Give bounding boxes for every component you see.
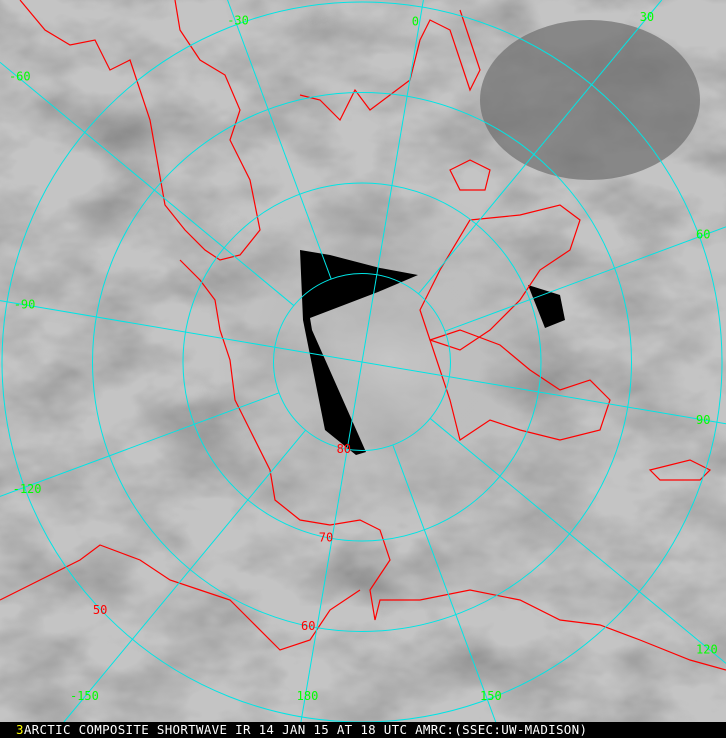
greenland-coast xyxy=(19,0,261,261)
polar-map: -30 0 30 60 90 120 150 180 -150 -120 -90 -60 80 70 60 5… xyxy=(0,0,726,722)
latitude-circle-60 xyxy=(92,92,632,632)
longitude-label: 150 xyxy=(480,689,502,703)
meridian xyxy=(300,449,348,722)
alaska-coast xyxy=(0,544,361,651)
frame-number: 3 xyxy=(16,722,24,737)
meridian xyxy=(0,300,275,348)
latitude-label: 50 xyxy=(93,603,107,617)
latitude-label: 70 xyxy=(319,531,333,545)
coastlines xyxy=(0,0,726,671)
meridian xyxy=(63,429,306,722)
meridian xyxy=(418,0,663,295)
longitude-label: 30 xyxy=(640,10,654,24)
no-data-wedges xyxy=(300,250,565,455)
meridian xyxy=(376,0,424,275)
arctic-ice xyxy=(130,110,630,610)
latitude-label: 60 xyxy=(301,619,315,633)
longitude-label: 90 xyxy=(696,413,710,427)
meridian xyxy=(392,444,497,722)
meridian xyxy=(429,418,726,664)
siberia-coast xyxy=(179,259,726,671)
longitude-label: 120 xyxy=(696,642,718,656)
no-data-wedge xyxy=(300,250,418,455)
graticule-labels: -30 0 30 60 90 120 150 180 -150 -120 -90 -60 80 70 60 5… xyxy=(9,10,718,703)
longitude-label: 180 xyxy=(297,689,319,703)
meridian xyxy=(449,376,726,425)
meridian-inner xyxy=(361,361,450,378)
meridian xyxy=(227,0,332,280)
island-coast xyxy=(648,459,712,481)
latitude-circle-70 xyxy=(182,182,542,542)
longitude-label: 60 xyxy=(696,227,710,241)
meridian-inner xyxy=(361,274,378,363)
meridian-inner xyxy=(274,346,363,363)
longitude-label: -150 xyxy=(70,689,99,703)
latitude-label: 80 xyxy=(337,442,351,456)
canadian-archipelago xyxy=(429,329,611,441)
longitude-label: -30 xyxy=(227,14,249,28)
graticule xyxy=(0,0,726,722)
meridian xyxy=(0,392,280,497)
scandinavia-coast xyxy=(299,9,481,122)
longitude-label: -90 xyxy=(14,297,36,311)
no-data-wedge xyxy=(528,285,565,328)
longitude-label: -120 xyxy=(13,482,42,496)
latitude-circle-80 xyxy=(273,273,451,451)
meridian xyxy=(444,226,726,332)
latitude-circle-50 xyxy=(1,1,723,722)
meridian xyxy=(0,61,295,306)
longitude-label: -60 xyxy=(9,69,31,83)
caption-bar: 3ARCTIC COMPOSITE SHORTWAVE IR 14 JAN 15… xyxy=(0,722,726,738)
novaya-zemlya-coast xyxy=(419,204,581,351)
dark-storm xyxy=(480,20,700,180)
iceland-coast xyxy=(449,159,491,191)
longitude-label: 0 xyxy=(412,15,419,29)
caption-text: ARCTIC COMPOSITE SHORTWAVE IR 14 JAN 15 … xyxy=(23,722,588,737)
meridian-inner xyxy=(346,361,363,450)
